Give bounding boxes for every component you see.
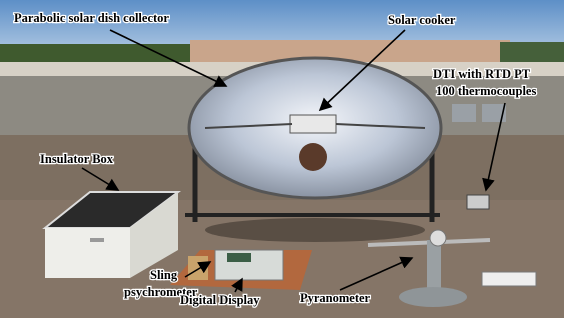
annotation: DTI with RTD PT bbox=[433, 67, 531, 81]
annotation: Sling bbox=[150, 268, 178, 282]
annotation: Pyranometer bbox=[300, 291, 371, 305]
annotation: Solar cooker bbox=[388, 13, 456, 27]
annotation: Insulator Box bbox=[40, 152, 114, 166]
annotation: Parabolic solar dish collector bbox=[14, 11, 169, 25]
annotation: 100 thermocouples bbox=[436, 84, 536, 98]
page: {"annotations": [ {"lines": ["Parabolic … bbox=[0, 0, 564, 318]
photo: Parabolic solar dish collector Solar coo… bbox=[0, 0, 564, 318]
annotation: Digital Display bbox=[180, 293, 260, 307]
